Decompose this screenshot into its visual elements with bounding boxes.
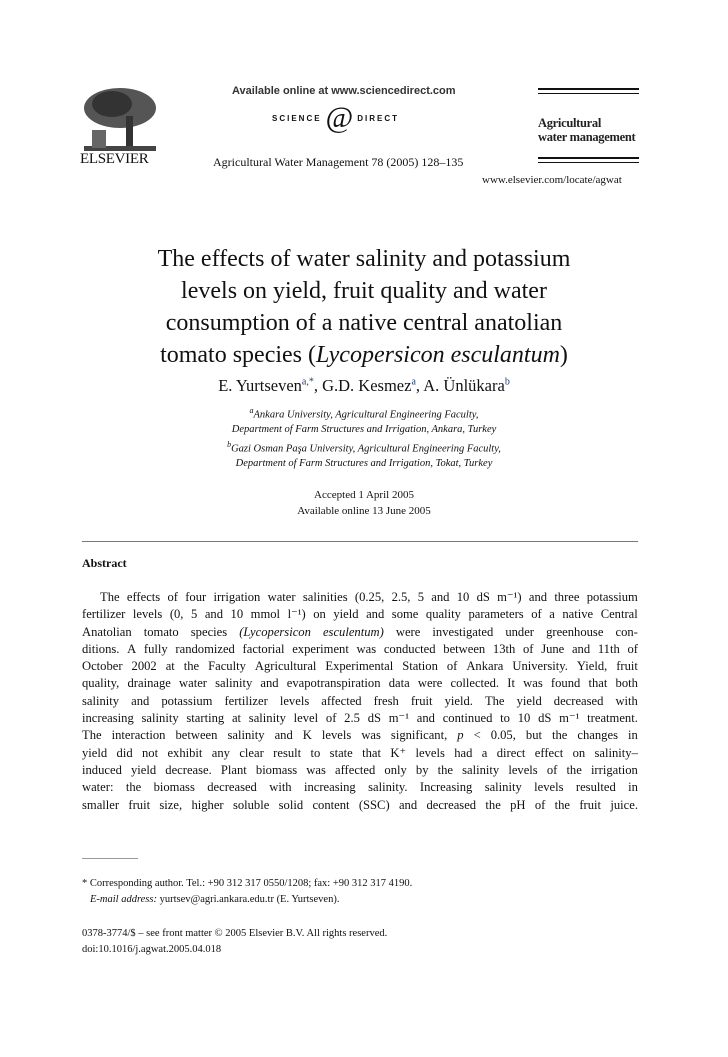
sep: , (415, 376, 424, 395)
title-line: The effects of water salinity and potass… (157, 246, 571, 272)
title-line: levels on yield, fruit quality and water (181, 278, 547, 304)
author-name: E. Yurtseven (218, 376, 302, 395)
email-line: E-mail address: yurtsev@agri.ankara.edu.… (82, 892, 412, 908)
affiliation-line: aAnkara University, Agricultural Enginee… (60, 404, 668, 423)
email-label: E-mail address: (90, 894, 157, 905)
elsevier-logo-text: ELSEVIER (80, 151, 149, 167)
affil-text: Gazi Osman Paşa University, Agricultural… (231, 443, 501, 454)
author-sup[interactable]: a (411, 376, 416, 388)
affil-text: Ankara University, Agricultural Engineer… (253, 409, 479, 421)
sep: , (313, 376, 323, 395)
elsevier-tree-logo (84, 88, 156, 151)
email-address[interactable]: yurtsev@agri.ankara.edu.tr (E. Yurtseven… (156, 894, 340, 905)
abstract-line: smaller fruit size, higher soluble solid conte… (82, 797, 638, 812)
author-name: G.D. Kesmez (322, 376, 412, 395)
abstract-line: quality, drainage water salinity and evapotra… (82, 676, 638, 691)
doi[interactable]: doi:10.1016/j.agwat.2005.04.018 (82, 944, 222, 955)
divider (82, 541, 638, 542)
copyright: 0378-3774/$ – see front matter © 2005 El… (82, 926, 387, 958)
sciencedirect-logo: SCIENCE @ DIRECT (272, 103, 399, 133)
title-line: consumption of a native central anatolia… (165, 310, 563, 336)
corresponding-author: * Corresponding author. Tel.: +90 312 31… (82, 878, 413, 889)
title-species: Lycopersicon esculantum (316, 342, 560, 368)
journal-name: Agricultural water management (538, 116, 636, 144)
footnote-divider (82, 858, 138, 859)
dates: Accepted 1 April 2005 Available online 1… (60, 487, 668, 519)
sd-at: @ (325, 101, 354, 134)
author-sup[interactable]: b (504, 376, 510, 388)
abstract-line: yield did not exhibit any clear result to state t… (82, 745, 638, 760)
available-online-text: Available online at www.sciencedirect.co… (232, 85, 456, 97)
footnote: * Corresponding author. Tel.: +90 312 31… (82, 876, 412, 908)
title-text: tomato species ( (160, 342, 317, 368)
author-name: A. Ünlükara (423, 376, 505, 395)
title-line: tomato species (Lycopersicon esculantum) (60, 339, 668, 371)
affiliation-line: Department of Farm Structures and Irriga… (231, 424, 497, 435)
journal-name-line: Agricultural (538, 116, 602, 130)
abstract-body: The effects of four irrigation water salinitie… (82, 589, 638, 814)
journal-url[interactable]: www.elsevier.com/locate/agwat (482, 174, 622, 186)
journal-reference: Agricultural Water Management 78 (2005) … (213, 155, 464, 169)
sd-left: SCIENCE (272, 113, 322, 123)
sd-right: DIRECT (357, 113, 399, 123)
abstract-line: water: the biomass decreased with increasing s… (82, 780, 638, 795)
affil-sup: b (227, 439, 232, 449)
abstract-line: increasing salinity starting at salinity leve… (82, 711, 638, 726)
available-date: Available online 13 June 2005 (297, 505, 431, 517)
accepted-date: Accepted 1 April 2005 (314, 489, 414, 501)
abstract-line: fertilizer levels (0, 5 and 10 mmol l⁻¹) on yield… (82, 607, 638, 622)
paper-title: The effects of water salinity and potass… (60, 243, 668, 371)
affiliation-line: Department of Farm Structures and Irriga… (235, 457, 493, 469)
rule (538, 93, 639, 94)
author-sup[interactable]: a,* (301, 376, 314, 388)
rule (538, 88, 639, 90)
rule (538, 162, 639, 163)
abstract-line: salinity and potassium fertilizer levels affe… (82, 693, 638, 708)
authors: E. Yurtsevena,*, G.D. Kesmeza, A. Ünlüka… (60, 376, 668, 396)
rule (538, 157, 639, 159)
affil-sup: a (249, 406, 254, 415)
copyright-line: 0378-3774/$ – see front matter © 2005 El… (82, 928, 388, 939)
abstract-line: October 2002 at the Faculty Agricultural Exper… (82, 659, 638, 674)
abstract-heading: Abstract (82, 556, 127, 570)
title-text: ) (559, 342, 568, 368)
abstract-line: The effects of four irrigation water salinitie… (100, 590, 638, 604)
abstract-line: Anatolian tomato species (Lycopersicon escul… (82, 624, 638, 639)
affiliation-line: bGazi Osman Paşa University, Agricultura… (60, 438, 668, 457)
affiliations: aAnkara University, Agricultural Enginee… (60, 404, 668, 471)
journal-name-line: water management (538, 130, 636, 144)
abstract-line: induced yield decrease. Plant biomass was affe… (82, 762, 638, 777)
